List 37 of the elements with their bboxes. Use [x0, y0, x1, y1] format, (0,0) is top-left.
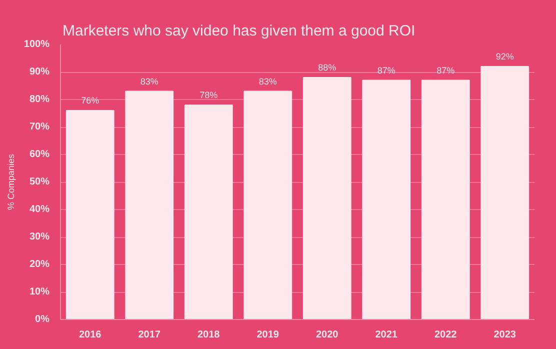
y-tick-label: 10% [29, 286, 50, 298]
y-tick-label: 50% [29, 176, 50, 188]
y-tick-label: 70% [29, 122, 50, 132]
data-label: 83% [258, 76, 277, 86]
bar [125, 90, 174, 320]
data-label: 83% [140, 76, 158, 86]
chart-title: Marketers who say video has given them a good ROI [62, 22, 416, 40]
data-label: 88% [318, 62, 336, 72]
bar [362, 80, 411, 320]
data-label: 78% [200, 90, 218, 100]
y-tick-label: 90% [29, 66, 50, 78]
y-tick-label: 100% [24, 39, 50, 50]
bar [480, 66, 530, 320]
data-label: 87% [436, 65, 455, 76]
data-label: 92% [496, 52, 514, 62]
bar [244, 90, 292, 320]
x-tick-label: 2021 [375, 330, 398, 340]
data-label: 87% [377, 65, 396, 76]
x-tick-label: 2022 [434, 330, 458, 340]
bar [421, 80, 470, 320]
y-tick-label: 30% [29, 232, 50, 242]
bar [66, 110, 114, 320]
x-tick-label: 2023 [494, 330, 516, 340]
x-tick-label: 2019 [256, 330, 280, 340]
x-tick-label: 2018 [198, 330, 220, 340]
y-tick-label: 0% [35, 314, 50, 325]
x-tick-label: 2020 [316, 330, 339, 340]
y-tick-label: 80% [29, 94, 50, 105]
y-axis-title: % Companies [6, 153, 16, 210]
y-tick-label: 20% [29, 259, 50, 270]
y-tick-label: 60% [29, 149, 50, 160]
y-tick-label: 40% [29, 204, 50, 215]
bar [302, 77, 352, 320]
bar [184, 104, 233, 320]
x-tick-label: 2017 [138, 330, 161, 340]
data-label: 76% [81, 96, 100, 106]
x-tick-label: 2016 [79, 330, 102, 340]
